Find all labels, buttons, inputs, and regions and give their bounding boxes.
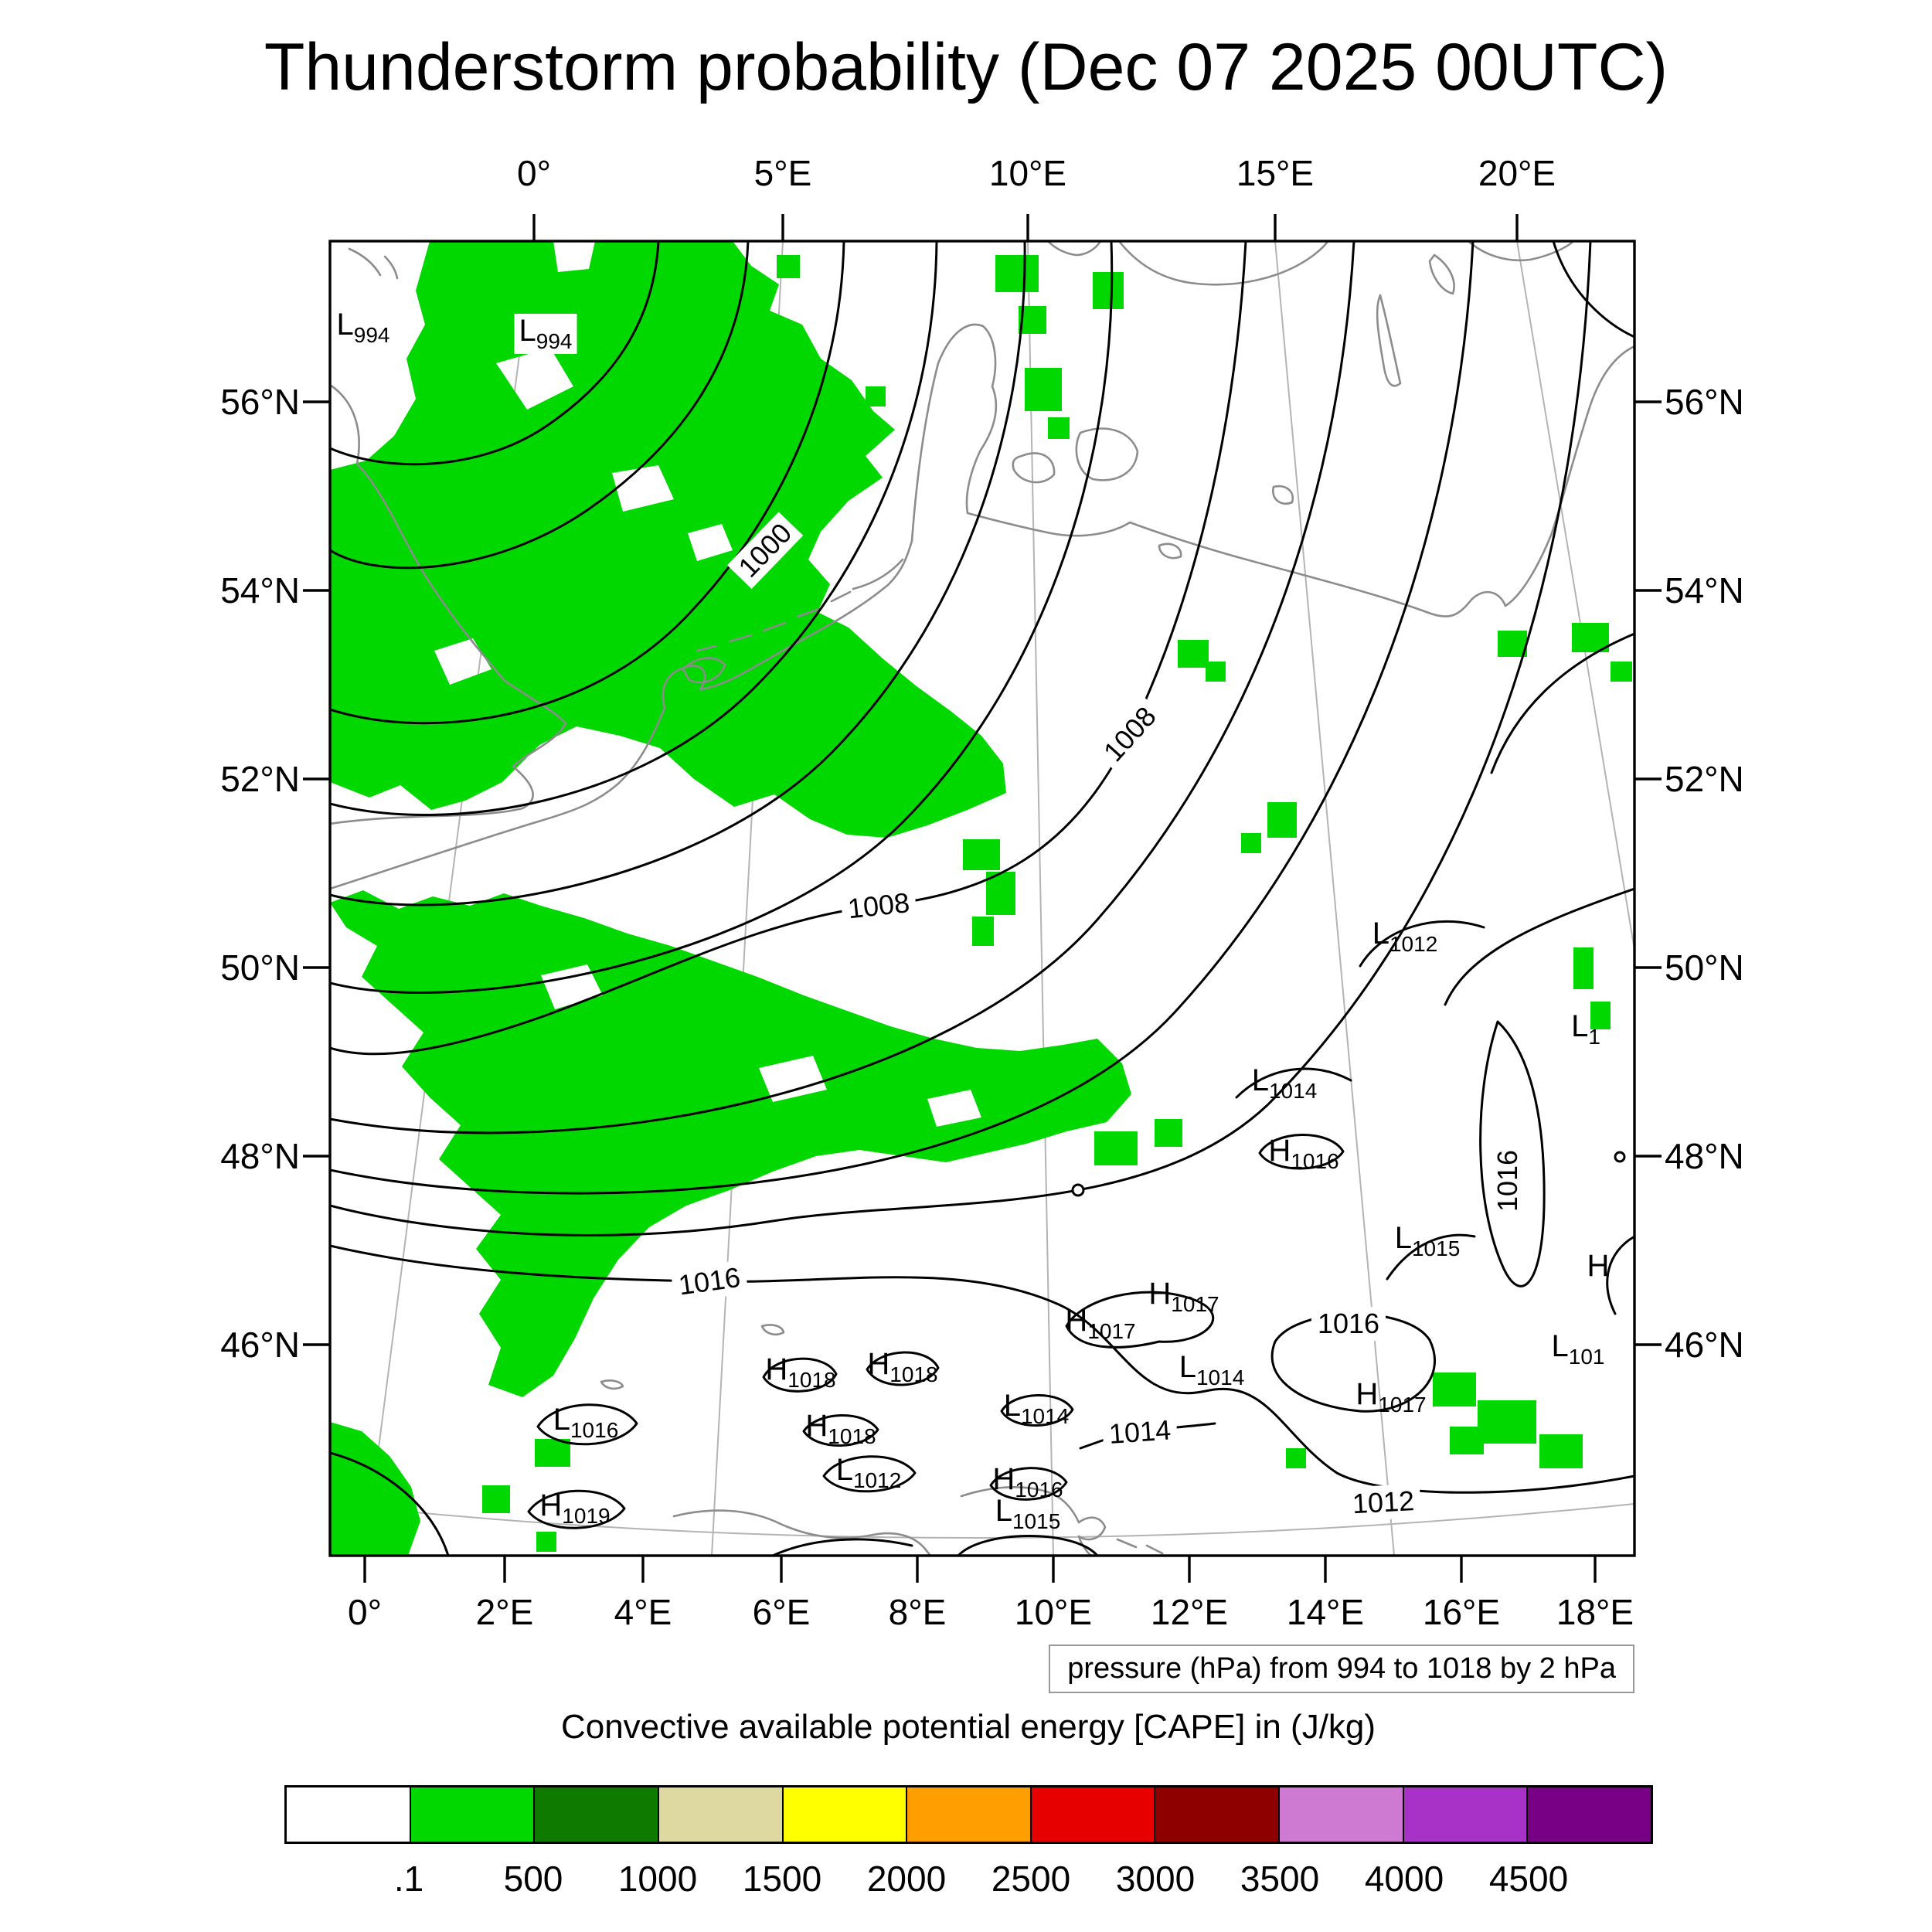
top-axis-label: 5°E <box>753 153 812 193</box>
pressure-center: H1018 <box>867 1347 938 1386</box>
cape-regions <box>330 241 1632 1556</box>
colorbar-label: 1000 <box>617 1859 698 1899</box>
left-axis-label: 54°N <box>220 570 300 611</box>
bottom-axis-label: 0° <box>348 1592 382 1632</box>
map-frame-and-ticks <box>303 214 1662 1583</box>
pressure-center: L1015 <box>1394 1221 1461 1260</box>
colorbar-swatch <box>535 1787 659 1842</box>
colorbar-label: 3000 <box>1115 1859 1196 1899</box>
colorbar-swatch <box>410 1787 536 1842</box>
pressure-center: L1012 <box>835 1453 902 1492</box>
pressure-center: H1019 <box>539 1488 611 1528</box>
colorbar-label: .1 <box>393 1859 424 1899</box>
colorbar-label: 1500 <box>742 1859 822 1899</box>
colorbar-swatch <box>287 1787 411 1842</box>
pressure-center: H1018 <box>805 1409 876 1448</box>
left-axis-label: 52°N <box>220 759 300 799</box>
colorbar-swatch <box>1155 1787 1281 1842</box>
pressure-center: L1016 <box>553 1403 619 1442</box>
colorbar-label: 500 <box>503 1859 563 1899</box>
contour-label: 1016 <box>1491 1143 1525 1219</box>
pressure-center: L1014 <box>1179 1350 1245 1389</box>
pressure-center: L994 <box>336 308 390 347</box>
left-axis-label: 48°N <box>220 1136 300 1176</box>
contour-label: 1016 <box>670 1259 749 1304</box>
contour-label: 1016 <box>1311 1307 1386 1341</box>
cape-colorbar <box>284 1785 1653 1844</box>
pressure-center: H1017 <box>1065 1304 1136 1343</box>
colorbar-swatch <box>907 1787 1032 1842</box>
pressure-center: L1014 <box>1251 1063 1318 1103</box>
top-axis-label: 0° <box>517 153 551 193</box>
right-axis-label: 52°N <box>1665 759 1744 799</box>
top-axis-label: 10°E <box>988 153 1067 193</box>
pressure-center: H1016 <box>992 1462 1063 1502</box>
colorbar-label: 3500 <box>1240 1859 1320 1899</box>
pressure-center: L1012 <box>1372 917 1438 956</box>
top-axis-label: 20°E <box>1478 153 1556 193</box>
bottom-axis-label: 2°E <box>475 1592 534 1632</box>
bottom-axis-label: 12°E <box>1150 1592 1229 1632</box>
right-axis-label: 54°N <box>1665 570 1744 611</box>
colorbar-label: 4500 <box>1488 1859 1569 1899</box>
right-axis-label: 48°N <box>1665 1136 1744 1176</box>
bottom-axis-label: 10°E <box>1014 1592 1093 1632</box>
colorbar-swatch <box>783 1787 908 1842</box>
colorbar-swatch <box>1528 1787 1651 1842</box>
contour-label: 1008 <box>1092 695 1168 774</box>
pressure-center: H <box>1587 1249 1610 1283</box>
pressure-center: L1 <box>1571 1009 1600 1049</box>
colorbar-label: 2500 <box>991 1859 1071 1899</box>
map-label-layer: L994 L994 L1012 L1 L1014 H1016 L1015 H H… <box>330 241 1634 1556</box>
contour-label: 1012 <box>1345 1483 1422 1522</box>
pressure-center: H1016 <box>1268 1134 1339 1173</box>
left-axis-label: 56°N <box>220 382 300 422</box>
pressure-center: L101 <box>1551 1329 1605 1369</box>
colorbar-swatch <box>1280 1787 1404 1842</box>
top-axis-label: 15°E <box>1236 153 1315 193</box>
left-axis-label: 50°N <box>220 947 300 988</box>
coastlines <box>330 241 1634 1556</box>
colorbar-label: 2000 <box>866 1859 947 1899</box>
contour-label: 1008 <box>839 885 918 927</box>
bottom-axis-label: 14°E <box>1286 1592 1365 1632</box>
bottom-axis-label: 8°E <box>888 1592 947 1632</box>
bottom-axis-label: 4°E <box>614 1592 672 1632</box>
pressure-center: L1015 <box>995 1494 1061 1533</box>
contour-label: 1014 <box>1101 1412 1179 1452</box>
pressure-center: H1017 <box>1148 1277 1219 1316</box>
bottom-axis-label: 18°E <box>1556 1592 1634 1632</box>
page-title: Thunderstorm probability (Dec 07 2025 00… <box>264 30 1668 104</box>
bottom-axis-label: 6°E <box>752 1592 811 1632</box>
bottom-axis-label: 16°E <box>1422 1592 1501 1632</box>
colorbar-swatch <box>1403 1787 1529 1842</box>
pressure-center: L994 <box>514 314 577 354</box>
right-axis-label: 56°N <box>1665 382 1744 422</box>
pressure-center: L1014 <box>1003 1389 1070 1428</box>
pressure-center: H1018 <box>765 1352 836 1392</box>
right-axis-label: 50°N <box>1665 947 1744 988</box>
pressure-center: H1017 <box>1355 1377 1427 1417</box>
right-axis-label: 46°N <box>1665 1325 1744 1365</box>
pressure-range-caption: pressure (hPa) from 994 to 1018 by 2 hPa <box>1049 1645 1634 1693</box>
colorbar-label: 4000 <box>1364 1859 1444 1899</box>
contour-label: 1000 <box>726 512 804 589</box>
colorbar-title: Convective available potential energy [C… <box>560 1708 1376 1746</box>
colorbar-swatch <box>1031 1787 1156 1842</box>
left-axis-label: 46°N <box>220 1325 300 1365</box>
colorbar-swatch <box>658 1787 784 1842</box>
